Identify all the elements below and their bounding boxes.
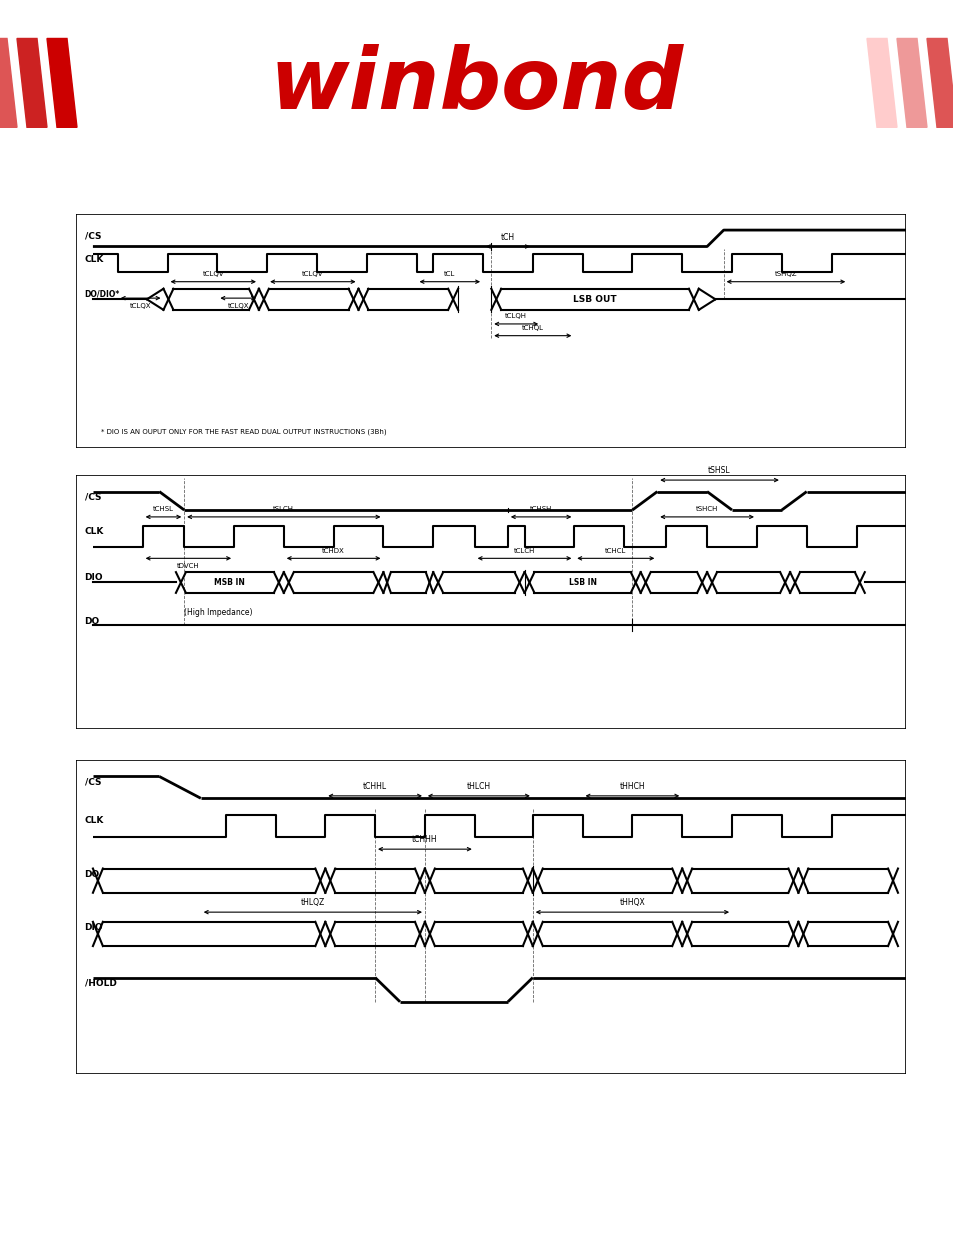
Text: tCLQH: tCLQH bbox=[505, 314, 527, 319]
Text: /CS: /CS bbox=[85, 493, 101, 501]
Polygon shape bbox=[926, 38, 953, 127]
Text: tCLQV: tCLQV bbox=[202, 270, 224, 277]
Text: tCL: tCL bbox=[444, 270, 455, 277]
Polygon shape bbox=[47, 38, 77, 127]
Polygon shape bbox=[17, 38, 47, 127]
Text: LSB OUT: LSB OUT bbox=[573, 295, 617, 304]
Text: /CS: /CS bbox=[85, 231, 101, 241]
Text: tHLCH: tHLCH bbox=[466, 782, 491, 792]
Text: DIO: DIO bbox=[85, 573, 103, 582]
FancyBboxPatch shape bbox=[76, 760, 905, 1074]
FancyBboxPatch shape bbox=[76, 214, 905, 448]
FancyBboxPatch shape bbox=[76, 475, 905, 729]
Text: MSB IN: MSB IN bbox=[214, 578, 245, 587]
Text: tCHHH: tCHHH bbox=[412, 835, 437, 845]
Polygon shape bbox=[866, 38, 896, 127]
Text: DO/DIO*: DO/DIO* bbox=[85, 290, 120, 299]
Text: tSHQZ: tSHQZ bbox=[774, 270, 797, 277]
Text: tSHCH: tSHCH bbox=[695, 506, 718, 513]
Text: tCHSH: tCHSH bbox=[529, 506, 552, 513]
Text: /HOLD: /HOLD bbox=[85, 979, 116, 988]
Text: tHHQX: tHHQX bbox=[618, 898, 644, 908]
Polygon shape bbox=[0, 38, 17, 127]
Text: tHHCH: tHHCH bbox=[618, 782, 644, 792]
Text: (High Impedance): (High Impedance) bbox=[184, 608, 253, 618]
Text: LSB IN: LSB IN bbox=[568, 578, 596, 587]
Text: tCHSL: tCHSL bbox=[152, 506, 173, 513]
Text: tCLQX: tCLQX bbox=[130, 303, 152, 309]
Text: tCLCH: tCLCH bbox=[514, 548, 535, 553]
Text: CLK: CLK bbox=[85, 254, 104, 264]
Text: winbond: winbond bbox=[270, 44, 683, 127]
Text: tCH: tCH bbox=[500, 233, 515, 242]
Text: tSHSL: tSHSL bbox=[707, 467, 730, 475]
Text: tCHCL: tCHCL bbox=[604, 548, 626, 553]
Text: tSLCH: tSLCH bbox=[273, 506, 294, 513]
Text: DO: DO bbox=[85, 869, 100, 879]
Text: /CS: /CS bbox=[85, 778, 101, 787]
Text: tCLQV: tCLQV bbox=[302, 270, 323, 277]
Text: tCHHL: tCHHL bbox=[363, 782, 387, 792]
Text: DIO: DIO bbox=[85, 923, 103, 932]
Text: tCHDX: tCHDX bbox=[322, 548, 345, 553]
Text: * DIO IS AN OUPUT ONLY FOR THE FAST READ DUAL OUTPUT INSTRUCTIONS (3Bh): * DIO IS AN OUPUT ONLY FOR THE FAST READ… bbox=[101, 429, 386, 435]
Text: CLK: CLK bbox=[85, 527, 104, 536]
Text: DO: DO bbox=[85, 618, 100, 626]
Polygon shape bbox=[896, 38, 926, 127]
Text: CLK: CLK bbox=[85, 816, 104, 825]
Text: tCHQL: tCHQL bbox=[521, 325, 543, 331]
Text: tDVCH: tDVCH bbox=[177, 563, 199, 569]
Text: tHLQZ: tHLQZ bbox=[300, 898, 325, 908]
Text: tCLQX: tCLQX bbox=[227, 303, 249, 309]
